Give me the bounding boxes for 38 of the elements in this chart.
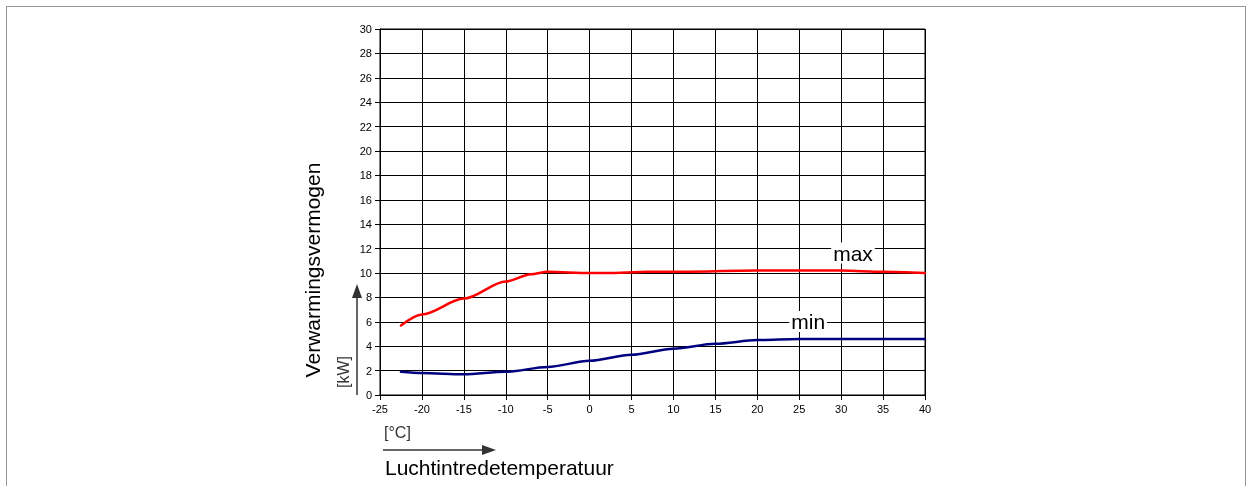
y-tick-label: 18	[359, 169, 372, 182]
y-tick-label: 0	[365, 389, 372, 401]
x-tick-label: 25	[793, 402, 806, 415]
x-tick-label: -20	[413, 402, 430, 415]
y-tick-label: 10	[359, 267, 372, 279]
x-tick-label: 5	[628, 402, 635, 415]
x-tick-label: 20	[751, 402, 764, 415]
x-tick-label: 10	[667, 402, 680, 415]
x-tick-label: 35	[876, 402, 890, 415]
x-tick-label: -25	[372, 402, 388, 415]
y-tick-label: 30	[359, 23, 372, 35]
line-series	[399, 269, 927, 327]
x-tick-label: 30	[835, 402, 848, 415]
y-tick-label: 28	[359, 47, 372, 60]
x-tick-label: 15	[709, 402, 722, 415]
y-tick-label: 2	[365, 364, 372, 377]
y-tick-label: 8	[365, 291, 372, 304]
text: [kW]	[335, 356, 353, 388]
line-series	[399, 337, 927, 376]
x-axis-title: Luchtintredetemperatuur	[385, 456, 614, 480]
y-tick-label: 6	[365, 315, 372, 328]
y-tick-label: 20	[359, 145, 372, 157]
y-tick-label: 12	[359, 242, 372, 255]
x-tick-label: -10	[497, 402, 514, 415]
x-tick-label: -5	[542, 402, 553, 415]
y-tick-label: 22	[359, 120, 372, 133]
x-tick-label: 40	[918, 402, 932, 415]
y-axis-title: Verwarmingsvermogen	[301, 162, 325, 378]
x-tick-label: -15	[455, 402, 472, 415]
series-label: max	[833, 241, 874, 265]
y-tick-label: 14	[359, 218, 372, 231]
y-tick-label: 16	[359, 193, 372, 206]
x-tick-label: 0	[586, 402, 593, 415]
series-label: min	[791, 309, 826, 333]
y-tick-label: 26	[359, 71, 372, 84]
y-tick-label: 24	[359, 96, 372, 109]
y-tick-label: 4	[365, 340, 372, 353]
text: [°C]	[384, 424, 411, 442]
